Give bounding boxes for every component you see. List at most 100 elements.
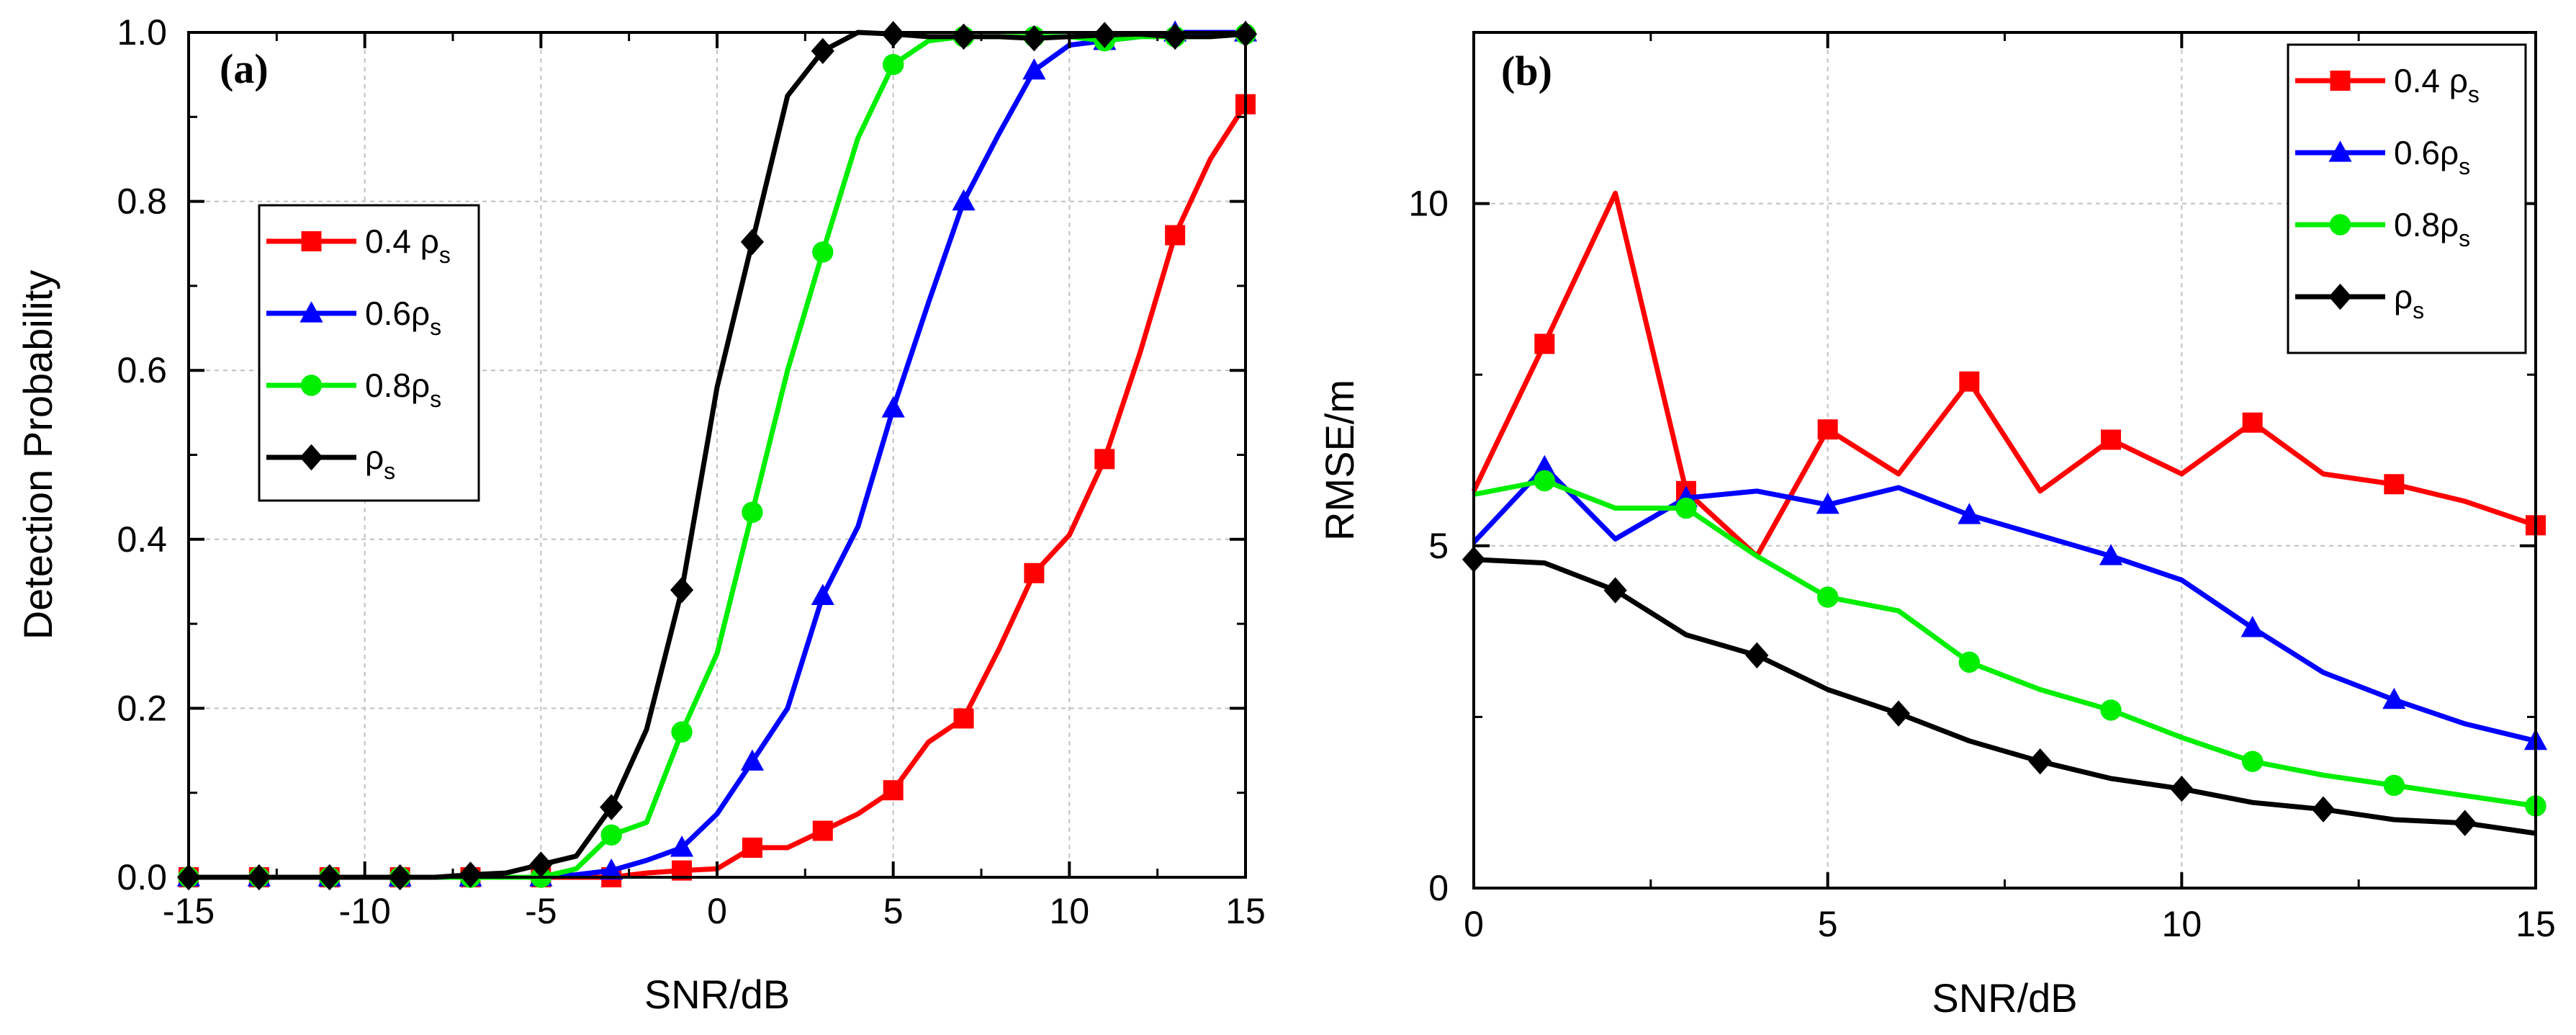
panel-b-series-2-point <box>2383 774 2405 797</box>
panel-b-legend-marker-1 <box>2328 140 2352 162</box>
panel-a-series-3-point <box>1093 22 1117 48</box>
panel-b-xtick-label: 5 <box>1818 904 1838 944</box>
panel-a-series-1-point <box>600 858 623 880</box>
panel-a-series-3-point <box>600 794 623 820</box>
panel-b-series-1-point <box>1816 492 1839 514</box>
panel-b-xlabel: SNR/dB <box>1932 975 2077 1021</box>
panel-a-legend-label-1: 0.6ρs <box>365 295 441 340</box>
panel-b-legend-marker-2 <box>2329 214 2351 236</box>
panel-b-series-0-point <box>2101 429 2121 450</box>
panel-a-legend-label-3: ρs <box>365 439 395 484</box>
panel-a-series-3-point <box>459 861 482 888</box>
panel-b-series-1-point <box>2382 687 2406 709</box>
panel-b-series-1-point <box>2241 616 2264 637</box>
panel-b-series-1-point <box>1533 454 1557 477</box>
panel-a-legend-label-0: 0.4 ρs <box>365 223 451 268</box>
panel-b-ytick-label: 10 <box>1408 184 1449 224</box>
panel-b-legend-label-1: 0.6ρs <box>2394 134 2470 179</box>
panel-a-legend-marker-2 <box>300 375 323 396</box>
panel-b-legend-label-2: 0.8ρs <box>2394 206 2470 251</box>
panel-b-xtick-label: 0 <box>1464 904 1484 944</box>
panel-a-legend: 0.4 ρs 0.6ρs 0.8ρs ρs <box>258 204 480 502</box>
panel-a-series-1-point <box>811 583 834 605</box>
panel-a-detection-probability: -15 -10 -5 0 5 10 15 0.0 0.2 0.4 0.6 0.8 1.0 SNR/dB De… <box>15 12 1266 1017</box>
panel-a-xtick-label: 5 <box>883 891 904 931</box>
panel-b-series-2-point <box>1816 586 1839 608</box>
panel-b-legend-box <box>2287 43 2527 354</box>
panel-a-series-3-point <box>952 23 976 50</box>
panel-b-series-2 <box>1473 470 2546 817</box>
panel-a-series-0-point <box>1094 449 1115 470</box>
panel-a-ytick-label: 0.2 <box>117 688 167 728</box>
panel-a-series-0-point <box>883 780 904 801</box>
panel-a-xtick-label: 0 <box>707 891 727 931</box>
panel-b-series-3-point <box>2453 810 2477 836</box>
panel-b-series-3-point <box>2170 775 2194 802</box>
panel-a-series-1-point <box>670 835 694 857</box>
panel-a-series-3-point <box>740 228 765 256</box>
panel-a-series-3-point <box>1163 23 1187 50</box>
panel-a-xtick-label: -15 <box>163 891 215 931</box>
panel-b-series-0-point <box>1959 371 1980 392</box>
panel-b-series-2-point <box>1534 470 1556 492</box>
panel-b-series-0-point <box>2384 474 2405 495</box>
panel-b-series-2-point <box>2100 699 2122 721</box>
panel-a-grid <box>189 32 1246 877</box>
panel-b-series-0-point <box>1817 419 1838 440</box>
panel-b-series-3-point <box>1886 700 1911 727</box>
panel-a-legend-marker-1 <box>300 301 323 323</box>
panel-a-xtick-label: -5 <box>525 891 557 931</box>
panel-a-ytick-label: 0.6 <box>117 350 167 390</box>
panel-a-series-3-point <box>1022 25 1046 52</box>
panel-a-series-0-point <box>953 708 974 729</box>
panel-a-series-0-point <box>1165 225 1186 246</box>
panel-b-series-3-point <box>2028 748 2052 775</box>
panel-a-series-0-point <box>742 837 762 858</box>
panel-b-series-3-point <box>1745 642 1769 669</box>
panel-a-series-0-point <box>1024 563 1045 583</box>
panel-b-xtick-label: 10 <box>2162 904 2202 944</box>
panel-a-ytick-label: 0.0 <box>117 857 167 897</box>
panel-b-series-3-point <box>1603 577 1627 604</box>
panel-a-ylabel: Detection Probability <box>15 270 60 640</box>
panel-b-series-3-line <box>1473 557 2536 836</box>
panel-b-ytick-label: 0 <box>1428 868 1449 908</box>
panel-a-label: (a) <box>220 45 269 92</box>
panel-a-series-3-point <box>670 576 694 604</box>
panel-a-series-1-point <box>881 396 905 418</box>
panel-b-series-0-line <box>1471 190 2537 559</box>
panel-b-ytick-label: 5 <box>1428 526 1449 566</box>
panel-a-xlabel: SNR/dB <box>644 972 790 1017</box>
panel-b-series-2-point <box>2241 751 2264 772</box>
panel-a-ytick-label: 0.4 <box>117 519 167 560</box>
panel-b-series-2-point <box>1675 497 1697 519</box>
panel-a-legend-marker-3 <box>300 444 323 471</box>
panel-a-legend-marker-0 <box>301 231 322 251</box>
panel-b-series-1 <box>1472 454 2548 751</box>
panel-b-series-3-point <box>2311 796 2336 823</box>
panel-b-series-1-point <box>2099 544 2123 565</box>
panel-a-series-2-point <box>742 501 763 523</box>
panel-a-ytick-label: 1.0 <box>117 12 167 53</box>
panel-b-series-1-point <box>1958 503 1981 524</box>
panel-a-series-1-point <box>1022 58 1046 80</box>
panel-a-xtick-label: -10 <box>339 891 391 931</box>
panel-a-legend-label-2: 0.8ρs <box>365 367 441 412</box>
panel-b-series-2-point <box>1958 651 1981 673</box>
panel-b-series-3 <box>1462 546 2536 836</box>
panel-b-xtick-label: 15 <box>2516 904 2556 944</box>
panel-b-label: (b) <box>1501 48 1552 94</box>
panel-b-legend-marker-0 <box>2330 71 2351 91</box>
panel-b-rmse: 0 5 10 15 0 5 10 SNR/dB RMSE/m (b) 0.4 ρs 0.6ρs 0.8ρ… <box>1317 31 2556 1021</box>
panel-a-series-1-point <box>952 189 976 211</box>
panel-b-series-0-point <box>2242 412 2263 433</box>
panel-b-series-0-point <box>1534 333 1555 354</box>
panel-a-ytick-label: 0.8 <box>117 182 167 222</box>
panel-a-series-3-point <box>811 37 834 65</box>
panel-a-xtick-label: 10 <box>1050 891 1090 931</box>
panel-b-series-1-line <box>1472 465 2536 744</box>
panel-b-ylabel: RMSE/m <box>1317 380 1362 541</box>
panel-b-legend-marker-3 <box>2328 283 2352 310</box>
panel-a-series-2-point <box>882 53 904 76</box>
